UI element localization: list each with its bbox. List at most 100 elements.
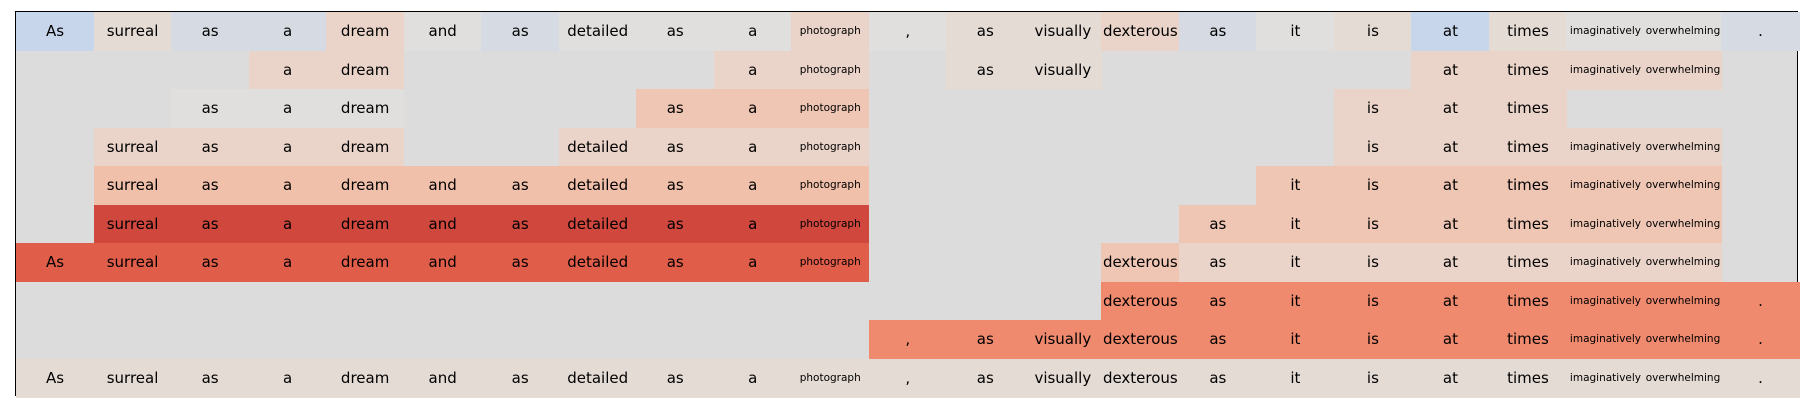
token-label: , xyxy=(905,330,911,349)
token-label: and xyxy=(428,253,457,272)
heatmap-cell: as xyxy=(481,12,560,52)
heatmap-cell: as xyxy=(636,243,715,283)
heatmap-cell: as xyxy=(1178,204,1257,244)
token-label: overwhelming xyxy=(1645,256,1721,269)
heatmap-cell: photograph xyxy=(791,243,870,283)
token-label: as xyxy=(666,99,684,118)
heatmap-cell: a xyxy=(248,127,327,167)
token-label: imaginatively xyxy=(1569,140,1642,153)
heatmap-cell: As xyxy=(16,358,95,398)
token-label: times xyxy=(1507,22,1549,41)
token-label: visually xyxy=(1034,368,1092,387)
token-label: . xyxy=(1758,291,1763,310)
heatmap-cell: as xyxy=(171,358,250,398)
token-label: , xyxy=(905,368,911,387)
token-label: surreal xyxy=(106,214,159,233)
token-label: times xyxy=(1507,253,1549,272)
token-label: photograph xyxy=(799,63,861,76)
token-label: dexterous xyxy=(1102,253,1178,272)
heatmap-cell: times xyxy=(1488,50,1568,90)
token-label: at xyxy=(1442,176,1458,195)
heatmap-cell: overwhelming xyxy=(1643,50,1723,90)
token-label: overwhelming xyxy=(1645,25,1721,38)
token-label: a xyxy=(283,176,293,195)
heatmap-cell: it xyxy=(1256,358,1335,398)
heatmap-cell: dexterous xyxy=(1101,281,1180,321)
heatmap-cell: visually xyxy=(1023,50,1102,90)
token-label: As xyxy=(46,22,65,41)
heatmap-cell: as xyxy=(481,358,560,398)
token-label: and xyxy=(428,214,457,233)
token-label: photograph xyxy=(799,25,861,38)
heatmap-cell: a xyxy=(713,166,792,206)
heatmap-cell: as xyxy=(636,12,715,52)
heatmap-cell: at xyxy=(1411,204,1490,244)
heatmap-cell: is xyxy=(1333,204,1412,244)
heatmap-cell: is xyxy=(1333,281,1412,321)
token-label: times xyxy=(1507,176,1549,195)
heatmap-cell: as xyxy=(1178,12,1257,52)
heatmap-cell: as xyxy=(636,89,715,129)
token-label: detailed xyxy=(567,214,629,233)
token-label: as xyxy=(976,22,994,41)
token-label: and xyxy=(428,176,457,195)
token-label: dexterous xyxy=(1102,291,1178,310)
heatmap-cell: and xyxy=(403,204,482,244)
heatmap-cell: and xyxy=(403,166,482,206)
heatmap-cell: dream xyxy=(326,358,405,398)
token-label: times xyxy=(1507,214,1549,233)
heatmap-cell: imaginatively xyxy=(1566,358,1645,398)
token-label: imaginatively xyxy=(1569,333,1642,346)
heatmap-cell: at xyxy=(1411,243,1490,283)
token-label: dexterous xyxy=(1102,330,1178,349)
token-label: imaginatively xyxy=(1569,179,1642,192)
heatmap-cell: overwhelming xyxy=(1643,320,1723,360)
heatmap-cell: . xyxy=(1721,358,1800,398)
token-label: a xyxy=(283,137,293,156)
token-label: is xyxy=(1366,330,1379,349)
heatmap-cell: overwhelming xyxy=(1643,12,1723,52)
heatmap-cell: a xyxy=(248,243,327,283)
token-label: as xyxy=(511,368,529,387)
token-label: surreal xyxy=(106,22,159,41)
token-label: as xyxy=(1209,253,1227,272)
heatmap-cell: surreal xyxy=(93,166,172,206)
heatmap-cell: as xyxy=(1178,358,1257,398)
token-label: is xyxy=(1366,176,1379,195)
heatmap-cell: at xyxy=(1411,166,1490,206)
token-label: a xyxy=(748,253,758,272)
token-label: a xyxy=(283,253,293,272)
heatmap-cell: surreal xyxy=(93,12,172,52)
heatmap-cell: imaginatively xyxy=(1566,281,1645,321)
token-label: photograph xyxy=(799,217,861,230)
heatmap-cell: is xyxy=(1333,127,1412,167)
token-label: and xyxy=(428,22,457,41)
token-label: as xyxy=(666,176,684,195)
token-label: dream xyxy=(340,60,390,79)
token-label: is xyxy=(1366,291,1379,310)
heatmap-cell: at xyxy=(1411,320,1490,360)
heatmap-cell: dream xyxy=(326,243,405,283)
heatmap-cell: dream xyxy=(326,89,405,129)
token-label: a xyxy=(748,99,758,118)
token-label: times xyxy=(1507,330,1549,349)
heatmap-cell: imaginatively xyxy=(1566,204,1645,244)
token-label: overwhelming xyxy=(1645,294,1721,307)
heatmap-cell: visually xyxy=(1023,12,1102,52)
token-attribution-heatmap: As surreal as a dream and as detailed as a photogr… xyxy=(15,11,1800,398)
token-label: photograph xyxy=(799,179,861,192)
token-label: at xyxy=(1442,60,1458,79)
token-label: is xyxy=(1366,368,1379,387)
heatmap-cell: times xyxy=(1488,204,1568,244)
token-label: as xyxy=(511,22,529,41)
heatmap-cell: overwhelming xyxy=(1643,281,1723,321)
heatmap-cell: is xyxy=(1333,89,1412,129)
token-label: a xyxy=(748,22,758,41)
token-label: dream xyxy=(340,99,390,118)
token-label: photograph xyxy=(799,102,861,115)
token-label: visually xyxy=(1034,330,1092,349)
heatmap-cell: times xyxy=(1488,12,1568,52)
heatmap-cell: is xyxy=(1333,320,1412,360)
heatmap-cell: dexterous xyxy=(1101,12,1180,52)
heatmap-cell: detailed xyxy=(558,12,637,52)
